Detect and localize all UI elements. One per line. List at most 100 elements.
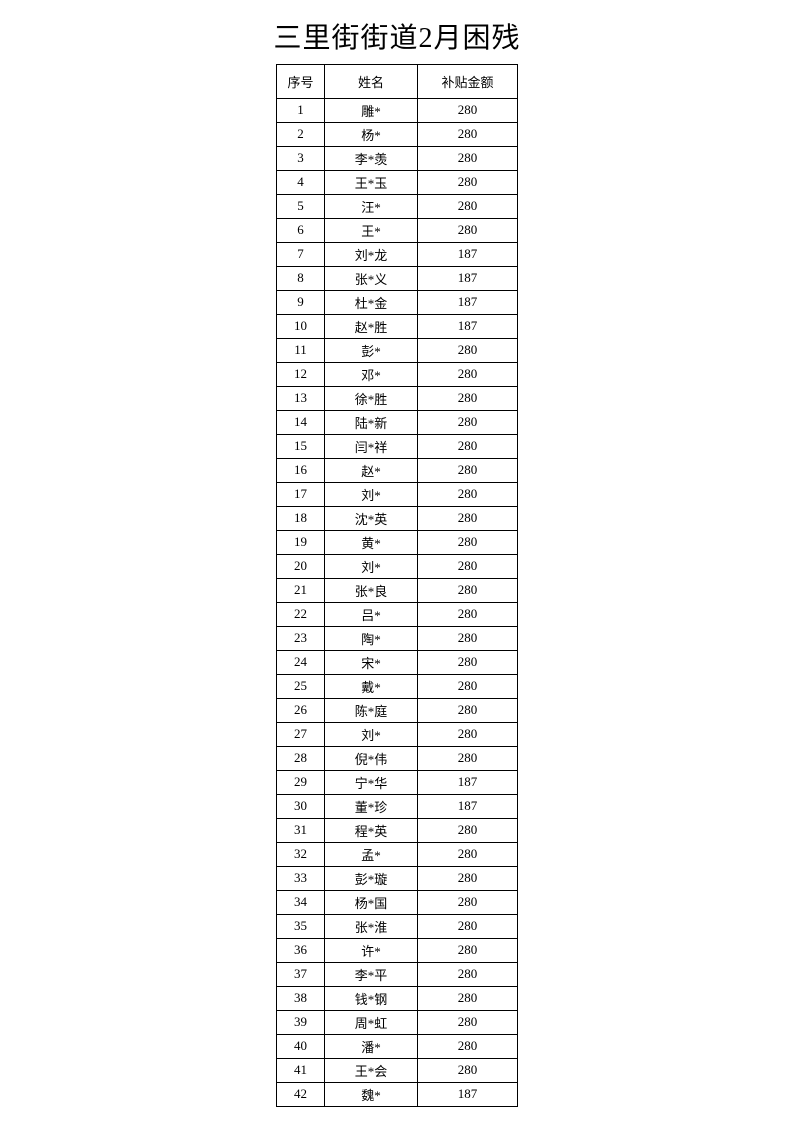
amount-cell: 280 bbox=[417, 817, 518, 843]
table-row: 13 徐*胜 280 bbox=[276, 385, 518, 411]
amount-cell: 280 bbox=[417, 625, 518, 651]
amount-cell: 280 bbox=[417, 865, 518, 891]
name-cell: 彭* bbox=[324, 337, 418, 363]
amount-cell: 280 bbox=[417, 97, 518, 123]
name-cell: 刘* bbox=[324, 721, 418, 747]
table-row: 29 宁*华 187 bbox=[276, 769, 518, 795]
serial-cell: 29 bbox=[276, 769, 325, 795]
amount-cell: 280 bbox=[417, 481, 518, 507]
table-row: 21 张*良 280 bbox=[276, 577, 518, 603]
name-cell: 沈*英 bbox=[324, 505, 418, 531]
table-row: 4 王*玉 280 bbox=[276, 169, 518, 195]
amount-cell: 280 bbox=[417, 889, 518, 915]
name-cell: 邓* bbox=[324, 361, 418, 387]
amount-cell: 280 bbox=[417, 385, 518, 411]
amount-cell: 280 bbox=[417, 913, 518, 939]
table-row: 22 吕* 280 bbox=[276, 601, 518, 627]
page-title: 三里街街道2月困残 bbox=[273, 23, 521, 54]
table-row: 35 张*淮 280 bbox=[276, 913, 518, 939]
serial-cell: 24 bbox=[276, 649, 325, 675]
table-row: 18 沈*英 280 bbox=[276, 505, 518, 531]
amount-cell: 280 bbox=[417, 577, 518, 603]
header-subsidy-amount: 补贴金额 bbox=[417, 63, 518, 99]
serial-cell: 39 bbox=[276, 1009, 325, 1035]
table-row: 17 刘* 280 bbox=[276, 481, 518, 507]
amount-cell: 280 bbox=[417, 1057, 518, 1083]
amount-cell: 280 bbox=[417, 673, 518, 699]
serial-cell: 26 bbox=[276, 697, 325, 723]
name-cell: 张*淮 bbox=[324, 913, 418, 939]
serial-cell: 28 bbox=[276, 745, 325, 771]
serial-cell: 19 bbox=[276, 529, 325, 555]
serial-cell: 8 bbox=[276, 265, 325, 291]
table-row: 8 张*义 187 bbox=[276, 265, 518, 291]
serial-cell: 6 bbox=[276, 217, 325, 243]
amount-cell: 280 bbox=[417, 721, 518, 747]
name-cell: 刘*龙 bbox=[324, 241, 418, 267]
table-row: 40 潘* 280 bbox=[276, 1033, 518, 1059]
amount-cell: 280 bbox=[417, 529, 518, 555]
table-row: 15 闫*祥 280 bbox=[276, 433, 518, 459]
table-row: 32 孟* 280 bbox=[276, 841, 518, 867]
amount-cell: 187 bbox=[417, 793, 518, 819]
name-cell: 张*义 bbox=[324, 265, 418, 291]
serial-cell: 2 bbox=[276, 121, 325, 147]
serial-cell: 4 bbox=[276, 169, 325, 195]
table-row: 34 杨*国 280 bbox=[276, 889, 518, 915]
table-row: 16 赵* 280 bbox=[276, 457, 518, 483]
name-cell: 许* bbox=[324, 937, 418, 963]
name-cell: 杜*金 bbox=[324, 289, 418, 315]
serial-cell: 40 bbox=[276, 1033, 325, 1059]
serial-cell: 20 bbox=[276, 553, 325, 579]
table-row: 27 刘* 280 bbox=[276, 721, 518, 747]
name-cell: 宋* bbox=[324, 649, 418, 675]
name-cell: 陆*新 bbox=[324, 409, 418, 435]
name-cell: 钱*钢 bbox=[324, 985, 418, 1011]
serial-cell: 13 bbox=[276, 385, 325, 411]
table-row: 33 彭*璇 280 bbox=[276, 865, 518, 891]
name-cell: 陶* bbox=[324, 625, 418, 651]
table-row: 36 许* 280 bbox=[276, 937, 518, 963]
serial-cell: 1 bbox=[276, 97, 325, 123]
name-cell: 李*平 bbox=[324, 961, 418, 987]
amount-cell: 280 bbox=[417, 649, 518, 675]
name-cell: 张*良 bbox=[324, 577, 418, 603]
serial-cell: 32 bbox=[276, 841, 325, 867]
amount-cell: 280 bbox=[417, 985, 518, 1011]
table-row: 28 倪*伟 280 bbox=[276, 745, 518, 771]
serial-cell: 27 bbox=[276, 721, 325, 747]
table-row: 26 陈*庭 280 bbox=[276, 697, 518, 723]
table-row: 25 戴* 280 bbox=[276, 673, 518, 699]
serial-cell: 9 bbox=[276, 289, 325, 315]
amount-cell: 280 bbox=[417, 145, 518, 171]
serial-cell: 31 bbox=[276, 817, 325, 843]
name-cell: 董*珍 bbox=[324, 793, 418, 819]
name-cell: 吕* bbox=[324, 601, 418, 627]
table-row: 41 王*会 280 bbox=[276, 1057, 518, 1083]
name-cell: 雕* bbox=[324, 97, 418, 123]
serial-cell: 23 bbox=[276, 625, 325, 651]
amount-cell: 280 bbox=[417, 169, 518, 195]
serial-cell: 25 bbox=[276, 673, 325, 699]
amount-cell: 187 bbox=[417, 289, 518, 315]
amount-cell: 280 bbox=[417, 361, 518, 387]
serial-cell: 21 bbox=[276, 577, 325, 603]
amount-cell: 280 bbox=[417, 193, 518, 219]
table-row: 24 宋* 280 bbox=[276, 649, 518, 675]
serial-cell: 38 bbox=[276, 985, 325, 1011]
table-row: 23 陶* 280 bbox=[276, 625, 518, 651]
subsidy-table: 序号 姓名 补贴金额 1 雕* 280 2 杨* 280 3 李*羡 280 4 王*玉 280 5 汪*… bbox=[276, 63, 518, 1107]
table-row: 19 黄* 280 bbox=[276, 529, 518, 555]
name-cell: 赵*胜 bbox=[324, 313, 418, 339]
serial-cell: 33 bbox=[276, 865, 325, 891]
name-cell: 王*会 bbox=[324, 1057, 418, 1083]
table-row: 9 杜*金 187 bbox=[276, 289, 518, 315]
table-row: 6 王* 280 bbox=[276, 217, 518, 243]
serial-cell: 42 bbox=[276, 1081, 325, 1107]
amount-cell: 187 bbox=[417, 769, 518, 795]
amount-cell: 280 bbox=[417, 745, 518, 771]
name-cell: 倪*伟 bbox=[324, 745, 418, 771]
serial-cell: 5 bbox=[276, 193, 325, 219]
serial-cell: 30 bbox=[276, 793, 325, 819]
